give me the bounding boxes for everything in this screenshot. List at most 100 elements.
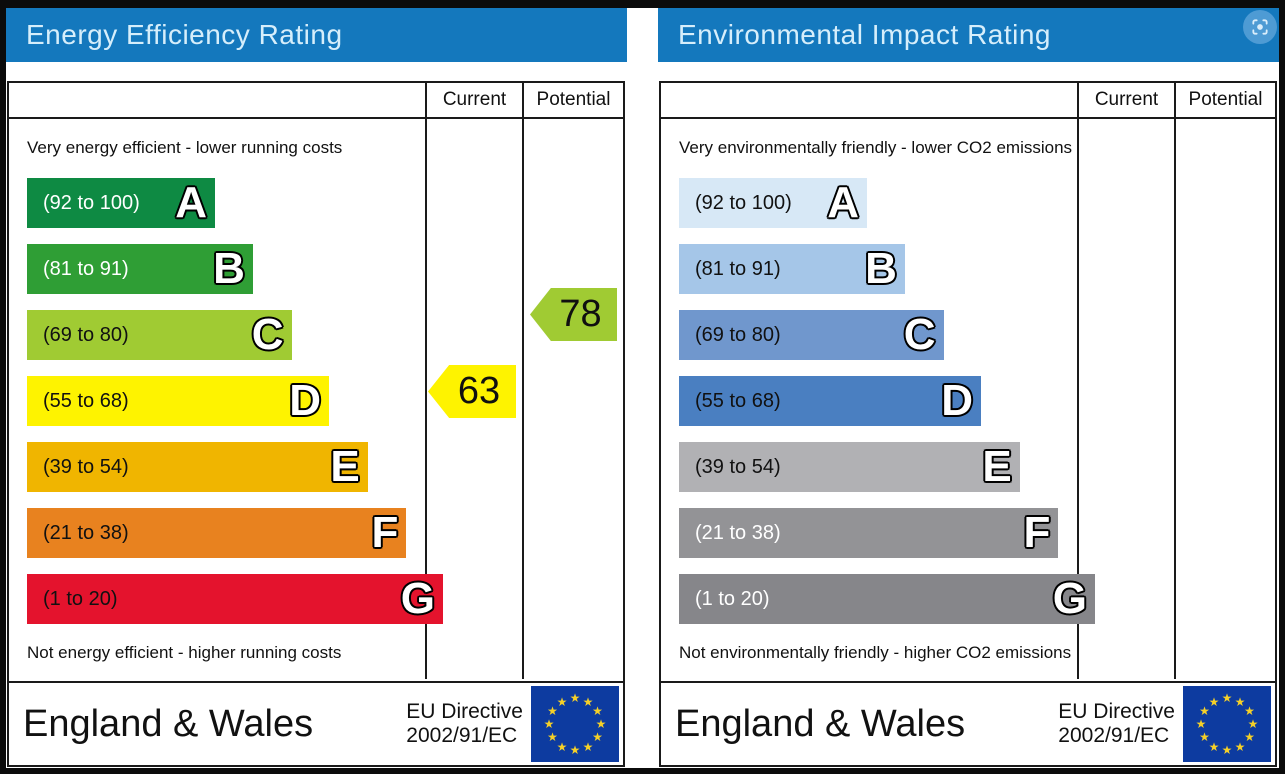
band-letter: A — [175, 178, 208, 227]
environmental-top-note: Very environmentally friendly - lower CO… — [679, 138, 1073, 157]
environmental-chart-body: Very environmentally friendly - lower CO… — [661, 119, 1275, 679]
energy-rating-table: Current Potential Very energy efficient … — [7, 81, 625, 767]
rating-band: (81 to 91) B — [27, 244, 253, 294]
band-letter: B — [865, 244, 897, 293]
environmental-impact-panel: Environmental Impact Rating Current — [658, 8, 1279, 768]
lens-icon[interactable] — [1243, 10, 1277, 44]
current-column-header: Current — [1077, 83, 1174, 117]
band-letter: A — [827, 178, 860, 227]
band-range-label: (92 to 100) — [695, 191, 792, 214]
environmental-bottom-note: Not environmentally friendly - higher CO… — [679, 643, 1072, 662]
rating-band: (92 to 100) A — [679, 178, 868, 228]
column-header-row: Current Potential — [661, 83, 1275, 119]
eu-flag-icon: ★ ★ ★ ★ ★ ★ ★ ★ ★ ★ ★ ★ — [531, 686, 619, 762]
current-rating-value: 63 — [457, 370, 501, 412]
current-rating-arrow: 63 — [428, 365, 516, 418]
band-letter: E — [330, 442, 360, 491]
band-letter: C — [903, 310, 936, 359]
region-label: England & Wales — [675, 702, 966, 745]
eu-directive-line1: EU Directive — [406, 699, 523, 723]
band-letter: B — [213, 244, 245, 293]
energy-top-note: Very energy efficient - lower running co… — [27, 138, 343, 157]
environmental-panel-footer: England & Wales EU Directive 2002/91/EC … — [661, 681, 1275, 765]
eu-star-icon: ★ — [569, 743, 581, 757]
eu-directive-line2: 2002/91/EC — [406, 724, 518, 747]
band-range-label: (1 to 20) — [43, 587, 118, 610]
band-letter: D — [289, 376, 322, 425]
eu-star-icon: ★ — [1199, 704, 1210, 718]
eu-star-icon: ★ — [1244, 730, 1255, 744]
eu-star-icon: ★ — [1208, 694, 1220, 709]
band-range-label: (69 to 80) — [695, 323, 781, 346]
rating-band: (55 to 68) D — [27, 376, 330, 426]
eu-star-icon: ★ — [1234, 694, 1246, 709]
energy-potential-column — [522, 119, 623, 679]
eu-star-icon: ★ — [595, 717, 607, 731]
eu-star-icon: ★ — [582, 739, 594, 754]
band-range-label: (55 to 68) — [695, 389, 781, 412]
band-range-label: (1 to 20) — [695, 587, 770, 610]
environmental-potential-column — [1174, 119, 1275, 679]
eu-directive-label: EU Directive 2002/91/EC — [1058, 700, 1175, 748]
eu-star-icon: ★ — [1247, 717, 1259, 731]
eu-star-icon: ★ — [556, 739, 568, 754]
potential-column-header: Potential — [522, 83, 623, 117]
band-letter: C — [251, 310, 284, 359]
environmental-current-column — [1077, 119, 1174, 679]
column-header-row: Current Potential — [9, 83, 623, 119]
eu-star-icon: ★ — [1208, 739, 1220, 754]
rating-band: (39 to 54) E — [27, 442, 368, 492]
rating-band: (69 to 80) C — [27, 310, 292, 360]
potential-rating-value: 78 — [559, 293, 602, 335]
environmental-title-bar: Environmental Impact Rating — [658, 8, 1279, 62]
eu-star-icon: ★ — [556, 694, 568, 709]
band-range-label: (39 to 54) — [43, 455, 129, 478]
eu-star-icon: ★ — [547, 704, 558, 718]
energy-current-column — [425, 119, 522, 679]
band-range-label: (55 to 68) — [43, 389, 129, 412]
environmental-bands-area: Very environmentally friendly - lower CO… — [661, 119, 1095, 679]
eu-star-icon: ★ — [543, 717, 555, 731]
rating-band: (92 to 100) A — [27, 178, 216, 228]
rating-band: (55 to 68) D — [679, 376, 982, 426]
eu-star-icon: ★ — [1199, 730, 1210, 744]
eu-flag-icon: ★ ★ ★ ★ ★ ★ ★ ★ ★ ★ ★ ★ — [1183, 686, 1271, 762]
environmental-rating-table: Current Potential Very environmentally f… — [659, 81, 1277, 767]
eu-star-icon: ★ — [1244, 704, 1255, 718]
rating-band: (21 to 38) F — [27, 508, 407, 558]
rating-band: (21 to 38) F — [679, 508, 1059, 558]
eu-star-icon: ★ — [582, 694, 594, 709]
band-range-label: (39 to 54) — [695, 455, 781, 478]
rating-band: (1 to 20) G — [679, 574, 1095, 624]
energy-bands-area: Very energy efficient - lower running co… — [9, 119, 443, 679]
energy-panel-footer: England & Wales EU Directive 2002/91/EC … — [9, 681, 623, 765]
band-letter: E — [982, 442, 1012, 491]
energy-bottom-note: Not energy efficient - higher running co… — [27, 643, 342, 662]
band-range-label: (69 to 80) — [43, 323, 129, 346]
column-header-spacer — [9, 83, 425, 117]
potential-column-header: Potential — [1174, 83, 1275, 117]
potential-rating-arrow: 78 — [530, 288, 617, 341]
eu-star-icon: ★ — [1195, 717, 1207, 731]
eu-star-icon: ★ — [569, 691, 581, 705]
eu-star-icon: ★ — [1221, 743, 1233, 757]
band-range-label: (21 to 38) — [43, 521, 129, 544]
band-range-label: (21 to 38) — [695, 521, 781, 544]
eu-star-icon: ★ — [1234, 739, 1246, 754]
environmental-panel-title: Environmental Impact Rating — [678, 19, 1052, 50]
rating-band: (39 to 54) E — [679, 442, 1020, 492]
energy-title-bar: Energy Efficiency Rating — [6, 8, 627, 62]
band-range-label: (81 to 91) — [695, 257, 781, 280]
band-letter: F — [371, 508, 399, 557]
eu-star-icon: ★ — [592, 704, 603, 718]
column-header-spacer — [661, 83, 1077, 117]
energy-panel-title: Energy Efficiency Rating — [26, 19, 343, 50]
eu-directive-line1: EU Directive — [1058, 699, 1175, 723]
band-letter: G — [1052, 574, 1087, 623]
eu-star-icon: ★ — [592, 730, 603, 744]
eu-directive-line2: 2002/91/EC — [1058, 724, 1170, 747]
band-letter: F — [1023, 508, 1051, 557]
rating-band: (81 to 91) B — [679, 244, 905, 294]
band-range-label: (92 to 100) — [43, 191, 140, 214]
